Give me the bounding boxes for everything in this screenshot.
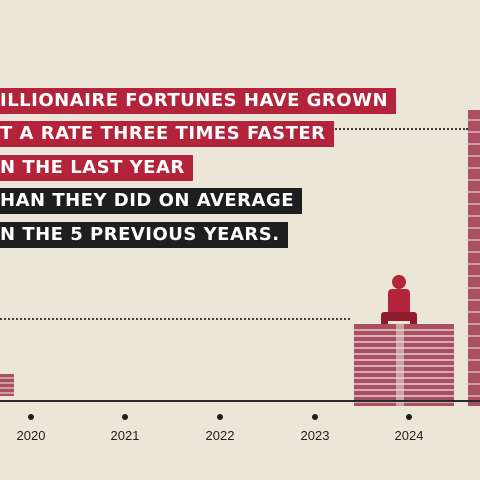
headline-line-5: N THE 5 PREVIOUS YEARS.: [0, 222, 288, 248]
year-label-2022: 2022: [205, 428, 235, 443]
year-label-2024: 2024: [394, 428, 424, 443]
timeline-tick-2021: [122, 414, 128, 420]
reference-line-lower: [0, 318, 350, 320]
money-stack-2023: [354, 275, 454, 406]
timeline-tick-2023: [312, 414, 318, 420]
timeline-tick-2020: [28, 414, 34, 420]
year-label-2020: 2020: [16, 428, 46, 443]
timeline-axis: [0, 400, 480, 402]
money-stack-tall: [468, 110, 480, 406]
year-label-2023: 2023: [300, 428, 330, 443]
banknote-bundles: [354, 324, 454, 406]
headline-line-4: HAN THEY DID ON AVERAGE: [0, 188, 303, 214]
timeline-tick-2024: [406, 414, 412, 420]
headline-line-2: T A RATE THREE TIMES FASTER: [0, 121, 334, 147]
headline-line-3: N THE LAST YEAR: [0, 155, 193, 181]
timeline-tick-2022: [217, 414, 223, 420]
money-stack-left: [0, 374, 14, 396]
headline-line-1: ILLIONAIRE FORTUNES HAVE GROWN: [0, 88, 397, 114]
year-label-2021: 2021: [110, 428, 140, 443]
